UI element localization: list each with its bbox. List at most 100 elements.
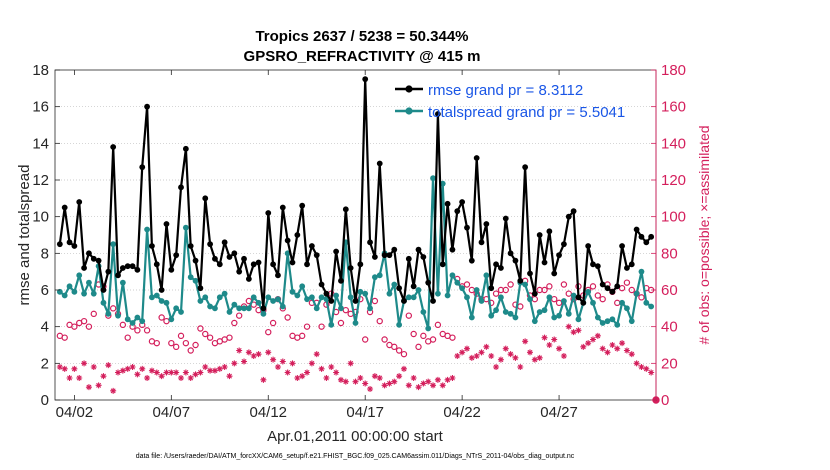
rmse-point xyxy=(459,199,466,205)
obs-assimilated-point xyxy=(71,365,78,372)
y-right-tick-label: 160 xyxy=(661,99,686,116)
obs-assimilated-point xyxy=(585,340,592,347)
obs-assimilated-point xyxy=(580,343,587,350)
obs-possible-point xyxy=(565,290,572,297)
rmse-point xyxy=(265,210,272,216)
totalspread-point xyxy=(493,307,499,314)
obs-assimilated-point xyxy=(207,367,214,374)
obs-possible-point xyxy=(197,325,204,332)
obs-assimilated-point xyxy=(565,323,572,330)
rmse-point xyxy=(541,259,548,266)
totalspread-point xyxy=(648,303,655,310)
totalspread-point xyxy=(216,294,223,301)
chart-title: Tropics 2637 / 5238 = 50.344% xyxy=(255,28,468,45)
totalspread-point xyxy=(575,316,582,323)
rmse-point xyxy=(565,213,572,220)
rmse-point xyxy=(536,232,543,238)
totalspread-point xyxy=(371,274,378,281)
obs-assimilated-point xyxy=(163,369,170,376)
totalspread-point xyxy=(149,294,155,301)
rmse-point xyxy=(231,250,238,257)
rmse-point xyxy=(129,263,136,270)
totalspread-point xyxy=(187,274,194,281)
obs-possible-point xyxy=(541,286,548,294)
y-tick-label: 16 xyxy=(32,99,49,116)
rmse-point xyxy=(260,305,267,312)
obs-possible-point xyxy=(80,317,88,325)
rmse-point xyxy=(633,226,640,233)
totalspread-point xyxy=(483,272,490,279)
obs-assimilated-point xyxy=(541,334,548,341)
rmse-point xyxy=(333,248,340,255)
y-tick-label: 10 xyxy=(32,209,49,226)
obs-possible-point xyxy=(400,350,408,358)
totalspread-point xyxy=(556,312,562,319)
totalspread-point xyxy=(226,309,233,315)
obs-assimilated-point xyxy=(459,349,466,356)
obs-assimilated-point xyxy=(153,369,160,376)
legend: rmse grand pr = 8.3112 totalspread grand… xyxy=(395,82,625,121)
rmse-point xyxy=(638,233,645,240)
rmse-point xyxy=(464,224,470,231)
obs-assimilated-point xyxy=(648,369,655,376)
obs-assimilated-point xyxy=(599,345,606,352)
obs-assimilated-point xyxy=(182,369,189,376)
totalspread-point xyxy=(158,298,165,304)
obs-assimilated-point xyxy=(517,364,524,370)
rmse-point xyxy=(241,255,247,262)
rmse-point xyxy=(614,283,621,290)
obs-assimilated-point xyxy=(526,349,533,356)
rmse-point xyxy=(153,261,160,268)
obs-possible-point xyxy=(303,323,311,330)
obs-assimilated-point xyxy=(241,358,248,365)
rmse-point xyxy=(425,279,432,286)
y-tick-label: 18 xyxy=(32,62,49,79)
y-right-tick-label: 100 xyxy=(661,209,686,226)
totalspread-point xyxy=(604,318,611,325)
rmse-point xyxy=(493,261,499,268)
rmse-point xyxy=(527,270,533,277)
y-right-tick-label: 120 xyxy=(661,172,686,189)
totalspread-point xyxy=(71,288,78,295)
obs-possible-point xyxy=(134,327,141,334)
rmse-point xyxy=(502,215,509,222)
obs-possible-point xyxy=(502,286,509,294)
obs-assimilated-point xyxy=(347,360,354,367)
obs-assimilated-point xyxy=(614,345,621,352)
obs-assimilated-point xyxy=(633,360,640,367)
obs-possible-point xyxy=(177,332,185,340)
rmse-point xyxy=(250,261,257,268)
totalspread-point xyxy=(76,272,83,279)
obs-possible-point xyxy=(376,317,383,325)
obs-assimilated-point xyxy=(410,375,417,381)
rmse-point xyxy=(124,263,131,270)
rmse-point xyxy=(561,241,567,248)
obs-assimilated-point xyxy=(531,356,538,363)
rmse-point xyxy=(347,265,354,271)
totalspread-point xyxy=(115,312,121,319)
obs-assimilated-point xyxy=(376,375,383,381)
obs-assimilated-point xyxy=(250,353,257,359)
rmse-point xyxy=(628,261,635,268)
totalspread-point xyxy=(594,314,601,321)
totalspread-point xyxy=(425,325,432,332)
totalspread-point xyxy=(367,305,373,312)
obs-assimilated-point xyxy=(95,382,102,389)
obs-possible-point xyxy=(318,323,325,330)
y-tick-label: 4 xyxy=(41,319,49,336)
totalspread-point xyxy=(420,309,427,315)
rmse-point xyxy=(149,243,155,249)
rmse-point xyxy=(391,246,398,253)
rmse-point xyxy=(551,270,558,277)
totalspread-point xyxy=(100,299,107,306)
rmse-point xyxy=(323,290,330,297)
horizontal-grid xyxy=(55,106,656,364)
totalspread-point xyxy=(144,226,150,233)
obs-assimilated-point xyxy=(478,349,485,356)
obs-assimilated-point xyxy=(434,376,441,383)
obs-assimilated-point xyxy=(260,376,267,383)
rmse-point xyxy=(420,254,427,260)
rmse-point xyxy=(236,268,243,275)
obs-possible-point xyxy=(61,334,68,341)
